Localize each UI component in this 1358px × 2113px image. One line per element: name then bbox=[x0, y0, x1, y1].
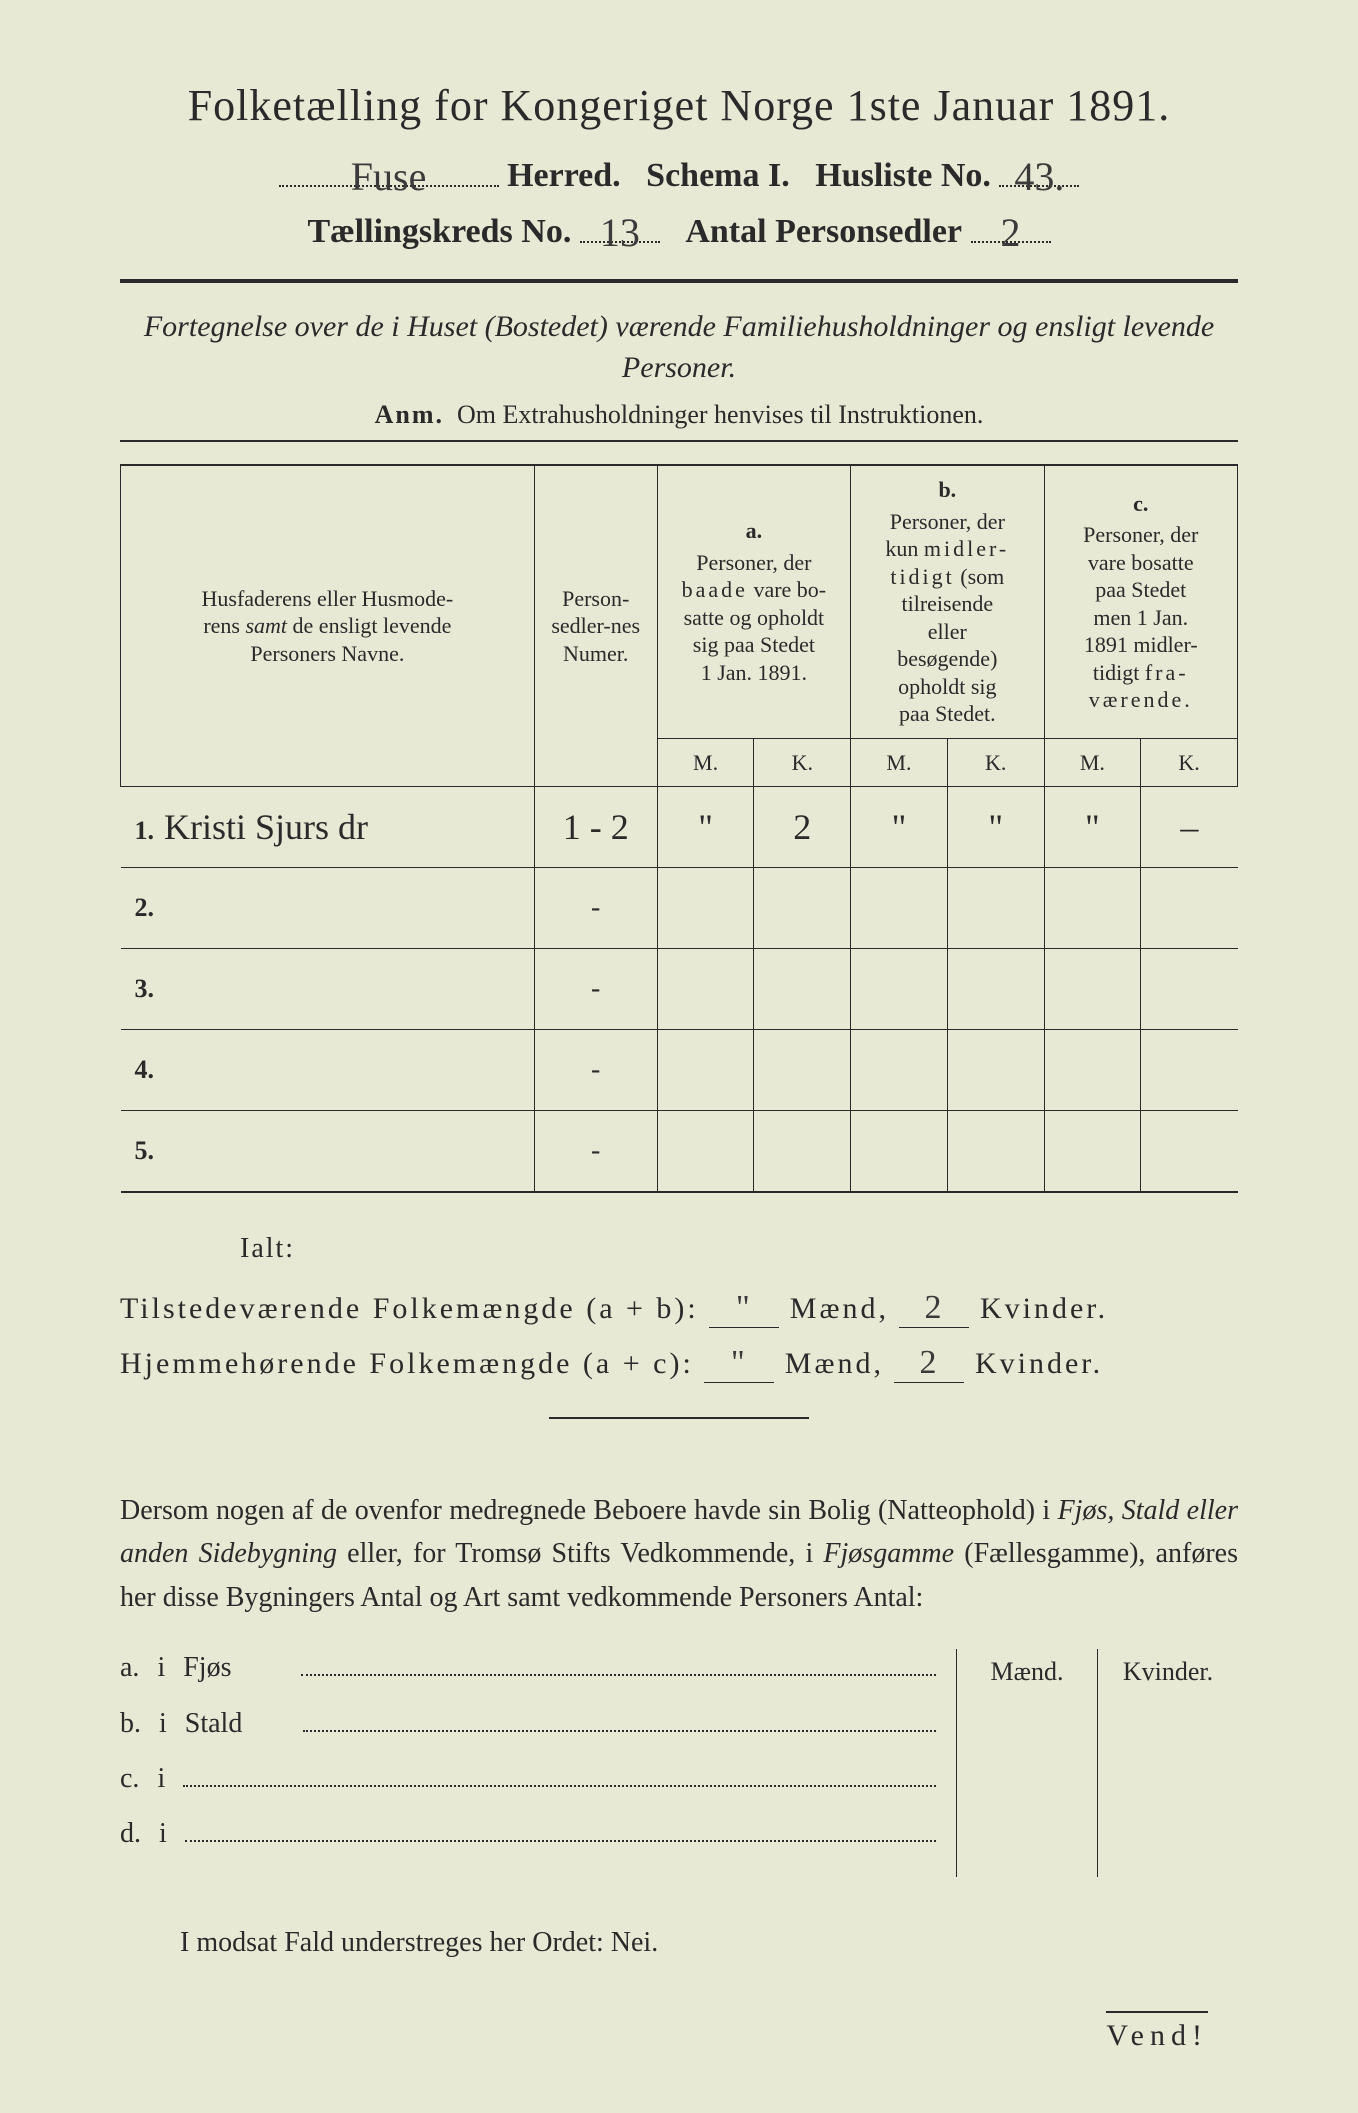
col-c-m: M. bbox=[1044, 738, 1141, 787]
abcd-i: i bbox=[157, 1652, 165, 1684]
divider bbox=[120, 440, 1238, 442]
col-a-m: M. bbox=[657, 738, 754, 787]
abcd-i: i bbox=[159, 1708, 167, 1740]
row-num: 1. bbox=[135, 816, 155, 845]
col-header-c: c. Personer, dervare bosattepaa Stedetme… bbox=[1044, 465, 1237, 738]
abcd-block: a. i Fjøs b. i Stald c. i d. i bbox=[120, 1649, 1238, 1877]
divider bbox=[549, 1417, 809, 1419]
cell: " bbox=[988, 807, 1003, 847]
group-b-letter: b. bbox=[859, 476, 1035, 504]
para-text: eller, for Tromsø Stifts Vedkommende, i bbox=[337, 1538, 823, 1569]
cell: – bbox=[1180, 807, 1198, 847]
page-title: Folketælling for Kongeriget Norge 1ste J… bbox=[120, 80, 1238, 131]
sum-maend-val: " bbox=[731, 1344, 748, 1381]
abcd-line: a. i Fjøs bbox=[120, 1649, 936, 1684]
para-italic: Fjøsgamme bbox=[823, 1538, 954, 1569]
sum-maend: Mænd, bbox=[785, 1347, 884, 1380]
row-num: 2. bbox=[135, 893, 155, 922]
abcd-label: Fjøs bbox=[183, 1652, 283, 1684]
table-row: 4. - bbox=[121, 1030, 1238, 1111]
mk-kvinder: Kvinder. bbox=[1098, 1649, 1238, 1877]
herred-label: Herred. bbox=[507, 157, 621, 194]
herred-value: Fuse bbox=[351, 154, 427, 199]
col-header-b: b. Personer, derkun midler-tidigt (somti… bbox=[851, 465, 1044, 738]
sum-maend-val: " bbox=[736, 1289, 753, 1326]
husliste-label: Husliste No. bbox=[815, 157, 991, 194]
abcd-letter: d. bbox=[120, 1818, 141, 1850]
anm-label: Anm. bbox=[375, 400, 444, 429]
sum-kvinder-val: 2 bbox=[924, 1289, 944, 1326]
row-num: 5. bbox=[135, 1136, 155, 1165]
sum-present: Tilstedeværende Folkemængde (a + b): " M… bbox=[120, 1289, 1238, 1328]
header-line-3: Tællingskreds No. 13 Antal Personsedler … bbox=[120, 205, 1238, 251]
subheading: Fortegnelse over de i Huset (Bostedet) v… bbox=[120, 307, 1238, 388]
antal-value: 2 bbox=[1001, 210, 1021, 255]
sum-kvinder-val: 2 bbox=[919, 1344, 939, 1381]
modsat-line: I modsat Fald understreges her Ordet: Ne… bbox=[180, 1927, 1238, 1959]
abcd-i: i bbox=[157, 1763, 165, 1795]
sum-kvinder: Kvinder. bbox=[980, 1292, 1108, 1325]
abcd-line: d. i bbox=[120, 1815, 936, 1850]
table-row: 3. - bbox=[121, 949, 1238, 1030]
ialt-label: Ialt: bbox=[240, 1233, 1238, 1265]
abcd-line: c. i bbox=[120, 1760, 936, 1795]
abcd-letter: a. bbox=[120, 1652, 139, 1684]
cell: - bbox=[534, 949, 657, 1030]
abcd-letter: b. bbox=[120, 1708, 141, 1740]
mk-box: Mænd. Kvinder. bbox=[956, 1649, 1238, 1877]
table-row: 5. - bbox=[121, 1111, 1238, 1193]
husliste-value: 43. bbox=[1014, 154, 1064, 199]
cell: 2 bbox=[793, 807, 811, 847]
col-header-numer: Person-sedler-nes Numer. bbox=[534, 465, 657, 787]
row-num: 4. bbox=[135, 1055, 155, 1084]
cell: " bbox=[698, 807, 713, 847]
row-num: 3. bbox=[135, 974, 155, 1003]
para-text: Dersom nogen af de ovenfor medregnede Be… bbox=[120, 1495, 1058, 1526]
cell: - bbox=[534, 1030, 657, 1111]
divider bbox=[120, 279, 1238, 283]
header-line-2: Fuse Herred. Schema I. Husliste No. 43. bbox=[120, 149, 1238, 195]
table-row: 1. Kristi Sjurs dr 1 - 2 " 2 " " " – bbox=[121, 787, 1238, 868]
group-c-letter: c. bbox=[1053, 490, 1229, 518]
sum-kvinder: Kvinder. bbox=[975, 1347, 1103, 1380]
anm-line: Anm. Om Extrahusholdninger henvises til … bbox=[120, 400, 1238, 430]
main-table: Husfaderens eller Husmode-rens samt de e… bbox=[120, 464, 1238, 1193]
col-c-k: K. bbox=[1141, 738, 1238, 787]
kreds-value: 13 bbox=[600, 210, 640, 255]
sum-belonging: Hjemmehørende Folkemængde (a + c): " Mæn… bbox=[120, 1344, 1238, 1383]
cell: " bbox=[1085, 807, 1100, 847]
col-b-m: M. bbox=[851, 738, 948, 787]
table-row: 2. - bbox=[121, 868, 1238, 949]
vend: Vend! bbox=[120, 2019, 1238, 2053]
sum-label: Hjemmehørende Folkemængde (a + c): bbox=[120, 1347, 694, 1380]
cell: " bbox=[892, 807, 907, 847]
cell: - bbox=[534, 1111, 657, 1193]
sum-label: Tilstedeværende Folkemængde (a + b): bbox=[120, 1292, 699, 1325]
sum-maend: Mænd, bbox=[790, 1292, 889, 1325]
group-a-letter: a. bbox=[666, 517, 842, 545]
cell: - bbox=[534, 868, 657, 949]
kreds-label: Tællingskreds No. bbox=[307, 213, 571, 250]
abcd-label: Stald bbox=[185, 1708, 285, 1740]
anm-text: Om Extrahusholdninger henvises til Instr… bbox=[457, 400, 983, 429]
antal-label: Antal Personsedler bbox=[685, 213, 962, 250]
col-a-k: K. bbox=[754, 738, 851, 787]
row-name: Kristi Sjurs dr bbox=[164, 807, 368, 847]
mk-maend: Mænd. bbox=[957, 1649, 1098, 1877]
schema-label: Schema I. bbox=[646, 157, 790, 194]
abcd-letter: c. bbox=[120, 1763, 139, 1795]
row-numer: 1 - 2 bbox=[563, 807, 629, 847]
col-header-a: a. Personer, der baade vare bo-satte og … bbox=[657, 465, 850, 738]
abcd-line: b. i Stald bbox=[120, 1704, 936, 1739]
paragraph: Dersom nogen af de ovenfor medregnede Be… bbox=[120, 1489, 1238, 1619]
abcd-i: i bbox=[159, 1818, 167, 1850]
col-b-k: K. bbox=[947, 738, 1044, 787]
col-header-name: Husfaderens eller Husmode-rens samt de e… bbox=[121, 465, 535, 787]
